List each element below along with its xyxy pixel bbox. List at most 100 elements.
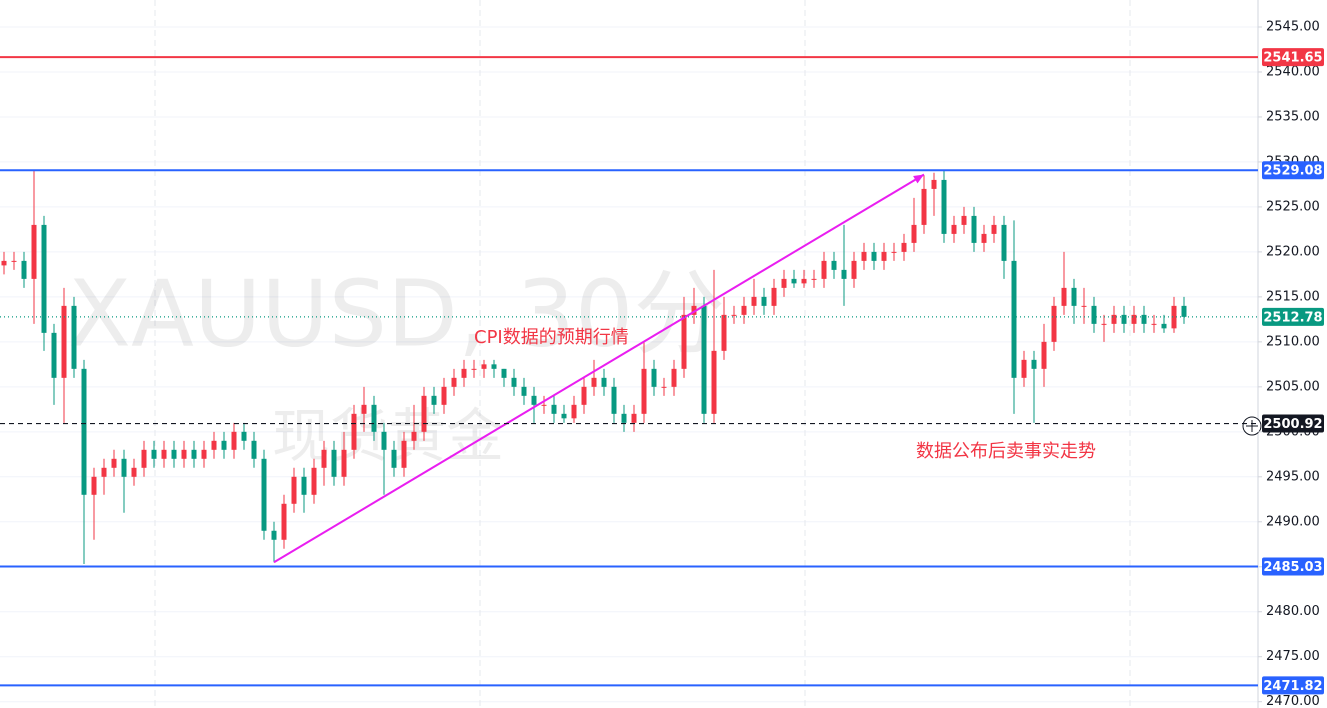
price-label-bg <box>1262 414 1324 433</box>
candle-body <box>841 269 847 279</box>
candle-body <box>1051 305 1057 342</box>
price-label: 2485.03 <box>1263 560 1322 575</box>
candle-body <box>601 377 607 387</box>
candle-body <box>1081 305 1087 307</box>
y-tick-label: 2525.00 <box>1266 199 1320 214</box>
candle-body <box>881 251 887 261</box>
candle-body <box>221 440 227 450</box>
candle-body <box>741 305 747 315</box>
price-label-bg <box>1262 557 1324 576</box>
candle-body <box>1171 305 1177 329</box>
candle-body <box>301 476 307 495</box>
candle-body <box>1161 323 1167 329</box>
candle-body <box>321 449 327 468</box>
price-label: 2529.08 <box>1263 164 1322 179</box>
candle-body <box>631 413 637 423</box>
candle-body <box>471 368 477 370</box>
candle-body <box>491 364 497 369</box>
candle-body <box>231 431 237 450</box>
candle-body <box>361 404 367 414</box>
candle-body <box>781 278 787 288</box>
candle-body <box>731 314 737 316</box>
candle-body <box>501 368 507 378</box>
candle-body <box>1031 359 1037 369</box>
price-label-bg <box>1262 161 1324 180</box>
candle-body <box>51 332 57 378</box>
candle-body <box>711 350 717 414</box>
candle-body <box>481 364 487 369</box>
candle-body <box>381 431 387 450</box>
y-tick-label: 2480.00 <box>1266 604 1320 619</box>
candle-body <box>541 404 547 406</box>
y-tick-label: 2535.00 <box>1266 109 1320 124</box>
price-label-bg <box>1262 676 1324 695</box>
candle-body <box>341 449 347 477</box>
candle-body <box>811 278 817 280</box>
candle-body <box>41 224 47 333</box>
candle-body <box>921 188 927 225</box>
candle-body <box>1071 287 1077 306</box>
candle-body <box>951 224 957 234</box>
y-tick-label: 2505.00 <box>1266 379 1320 394</box>
y-tick-label: 2495.00 <box>1266 469 1320 484</box>
candle-body <box>651 368 657 387</box>
candle-body <box>31 224 37 279</box>
candle-body <box>201 449 207 459</box>
candle-body <box>441 386 447 405</box>
y-tick-label: 2545.00 <box>1266 19 1320 34</box>
candle-body <box>431 395 437 405</box>
candle-body <box>11 260 17 262</box>
candle-body <box>1151 323 1157 325</box>
candle-body <box>271 530 277 540</box>
candle-body <box>371 404 377 432</box>
y-tick-label: 2515.00 <box>1266 289 1320 304</box>
candle-body <box>311 467 317 495</box>
candle-body <box>721 314 727 351</box>
candle-body <box>461 368 467 378</box>
candle-body <box>611 386 617 414</box>
candle-body <box>211 440 217 450</box>
candle-body <box>421 395 427 432</box>
candle-body <box>981 233 987 243</box>
candle-body <box>1001 224 1007 261</box>
price-label-bg <box>1262 48 1324 67</box>
candle-body <box>131 467 137 477</box>
candle-body <box>641 368 647 414</box>
candle-body <box>871 251 877 261</box>
candle-body <box>1021 359 1027 378</box>
candle-body <box>1061 287 1067 306</box>
candle-body <box>751 296 757 306</box>
candle-body <box>591 377 597 387</box>
candle-body <box>1041 341 1047 369</box>
candle-body <box>81 368 87 495</box>
candle-body <box>661 386 667 388</box>
candle-body <box>671 368 677 387</box>
annotation: 数据公布后卖事实走势 <box>916 441 1096 462</box>
trend-arrow <box>273 173 925 564</box>
grid <box>0 26 1258 703</box>
candle-body <box>1181 305 1187 317</box>
candle-body <box>991 224 997 234</box>
candle-body <box>71 305 77 369</box>
candle-body <box>531 395 537 405</box>
candle-body <box>111 458 117 468</box>
price-label: 2512.78 <box>1263 310 1322 325</box>
candle-body <box>161 449 167 459</box>
candle-body <box>931 179 937 189</box>
candle-body <box>331 449 337 477</box>
candle-body <box>1011 260 1017 378</box>
candle-body <box>701 305 707 414</box>
candle-body <box>101 467 107 477</box>
y-tick-label: 2540.00 <box>1266 64 1320 79</box>
candle-body <box>1111 314 1117 324</box>
candle-body <box>91 476 97 495</box>
candle-body <box>151 449 157 459</box>
candle-body <box>1101 323 1107 325</box>
watermark-sub: 现货黄金 <box>272 402 504 470</box>
candle-body <box>861 251 867 261</box>
candle-body <box>581 386 587 405</box>
candle-body <box>1141 314 1147 324</box>
candle-body <box>571 404 577 419</box>
price-label: 2471.82 <box>1263 679 1322 694</box>
candle-body <box>831 260 837 270</box>
